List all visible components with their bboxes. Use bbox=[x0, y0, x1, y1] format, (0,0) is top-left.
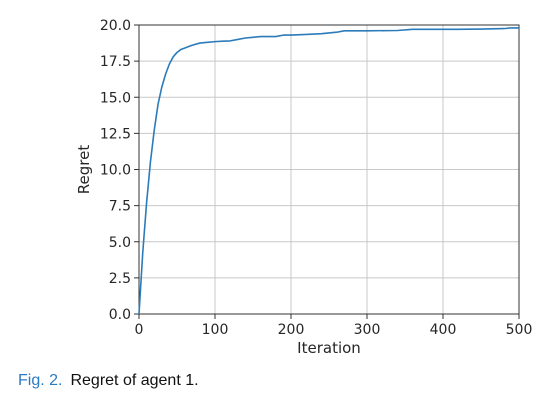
x-tick-label: 300 bbox=[354, 322, 381, 338]
series-line bbox=[138, 27, 519, 315]
caption-text: Regret of agent 1. bbox=[70, 372, 199, 389]
y-tick-label: 15.0 bbox=[100, 90, 131, 106]
x-tick-label: 200 bbox=[278, 322, 305, 338]
y-tick-label: 2.5 bbox=[109, 271, 131, 287]
grid-lines bbox=[138, 24, 520, 315]
figure-caption: Fig. 2. Regret of agent 1. bbox=[18, 372, 199, 390]
x-ticks: 0 100 200 300 400 500 bbox=[135, 314, 533, 338]
x-tick-label: 100 bbox=[202, 322, 229, 338]
y-tick-label: 17.5 bbox=[100, 54, 131, 70]
y-tick-label: 5.0 bbox=[109, 235, 131, 251]
y-ticks: 0.0 2.5 5.0 7.5 10.0 12.5 15.0 17.5 20.0 bbox=[100, 18, 139, 323]
regret-chart: 0 100 200 300 400 500 0.0 2.5 5.0 7.5 10.0 12.5 15.… bbox=[75, 18, 533, 357]
y-tick-label: 12.5 bbox=[100, 126, 131, 142]
x-tick-label: 0 bbox=[135, 322, 144, 338]
y-tick-label: 0.0 bbox=[109, 307, 131, 323]
y-axis-title: Regret bbox=[75, 145, 93, 195]
y-tick-label: 7.5 bbox=[109, 199, 131, 215]
figure-label: Fig. 2. bbox=[18, 372, 63, 389]
x-tick-label: 500 bbox=[506, 322, 533, 338]
series-layer bbox=[138, 27, 519, 315]
x-tick-label: 400 bbox=[430, 322, 457, 338]
x-axis-title: Iteration bbox=[297, 339, 361, 357]
y-tick-label: 10.0 bbox=[100, 163, 131, 179]
y-tick-label: 20.0 bbox=[100, 18, 131, 34]
